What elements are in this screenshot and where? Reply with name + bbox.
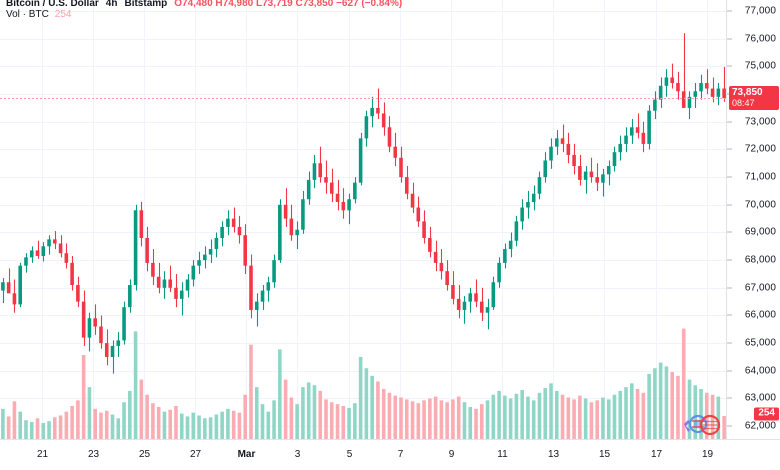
current-price-badge[interactable]: 73,850 08:47 (729, 86, 779, 111)
chart-plot-area[interactable] (0, 0, 727, 440)
time-tick-label: Mar (237, 449, 256, 460)
price-tick-mark (727, 287, 732, 289)
time-tick-label: 25 (138, 449, 151, 460)
candlestick-svg (0, 0, 727, 440)
current-price-value: 73,850 (732, 87, 763, 99)
candlesticks (1, 33, 726, 374)
price-tick-label: 64,000 (744, 365, 776, 377)
volume-badge[interactable]: 254 (754, 407, 779, 421)
time-tick-label: 17 (650, 449, 663, 460)
price-tick-mark (727, 342, 732, 344)
time-tick-label: 9 (448, 449, 455, 460)
price-tick-label: 67,000 (744, 282, 776, 294)
price-tick-label: 72,000 (744, 143, 776, 155)
current-price-time: 08:47 (732, 98, 755, 109)
time-tick-label: 7 (397, 449, 404, 460)
time-tick-label: 13 (547, 449, 560, 460)
time-tick-label: 15 (598, 449, 611, 460)
price-tick-mark (727, 148, 732, 150)
price-tick-label: 75,000 (744, 60, 776, 72)
time-tick-label: 3 (294, 449, 301, 460)
time-tick-label: 21 (36, 449, 49, 460)
price-tick-mark (727, 10, 732, 12)
price-tick-mark (727, 231, 732, 233)
price-tick-label: 77,000 (744, 5, 776, 17)
price-tick-label: 65,000 (744, 337, 776, 349)
price-tick-mark (727, 425, 732, 427)
price-axis[interactable]: 77,00076,00075,00074,00073,00072,00071,0… (726, 0, 780, 440)
price-tick-label: 63,000 (744, 392, 776, 404)
time-tick-label: 11 (497, 449, 508, 460)
price-tick-label: 76,000 (744, 33, 776, 45)
price-tick-mark (727, 314, 732, 316)
price-tick-mark (727, 397, 732, 399)
price-tick-mark (727, 204, 732, 206)
price-tick-mark (727, 121, 732, 123)
time-tick-label: 23 (87, 449, 100, 460)
time-tick-label: 5 (346, 449, 353, 460)
price-tick-label: 62,000 (744, 420, 776, 432)
time-tick-label: 19 (701, 449, 714, 460)
price-tick-label: 66,000 (744, 309, 776, 321)
price-tick-label: 73,000 (744, 116, 776, 128)
vertical-gridlines (42, 0, 708, 440)
price-tick-mark (727, 370, 732, 372)
price-tick-label: 71,000 (744, 171, 776, 183)
volume-bars (1, 328, 726, 440)
price-tick-mark (727, 65, 732, 67)
time-tick-label: 27 (189, 449, 202, 460)
horizontal-gridlines (0, 11, 727, 427)
price-tick-mark (727, 259, 732, 261)
price-tick-label: 70,000 (744, 199, 776, 211)
time-axis[interactable]: 21 23 25 27 Mar 3 5 7 9 11 13 15 17 19 (0, 439, 780, 470)
price-tick-mark (727, 176, 732, 178)
price-tick-label: 69,000 (744, 226, 776, 238)
price-tick-mark (727, 38, 732, 40)
price-tick-label: 68,000 (744, 254, 776, 266)
